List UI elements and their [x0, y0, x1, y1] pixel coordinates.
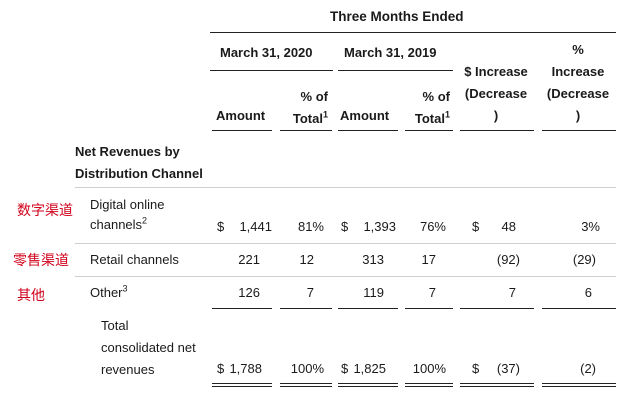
header-pct-of-label: % of	[422, 89, 450, 104]
row-label-digital: Digital online channels2	[90, 195, 164, 235]
rule-total-1	[280, 383, 332, 384]
rule-amount-2019	[338, 130, 398, 131]
cell-pct-2019: 76%	[419, 219, 446, 234]
rule-subtotal	[405, 308, 453, 309]
cell-amt-2020: 1,788	[229, 361, 262, 376]
header-increase-usd-l2: (Decrease	[464, 86, 528, 101]
cell-amt-2019: 1,393	[363, 219, 396, 234]
rule-total-1	[405, 383, 453, 384]
cell-pct-2020: 12	[299, 252, 314, 267]
cell-pct-2019: 17	[421, 252, 436, 267]
header-pct-of-2020: % of Total1	[276, 86, 328, 130]
rule-total-2	[212, 386, 272, 387]
cell-inc-pct: (2)	[580, 361, 596, 376]
cell-currency: $	[217, 361, 225, 376]
header-total-label: Total1	[292, 109, 328, 126]
header-increase-pct-l3: (Decrease	[546, 86, 610, 101]
header-increase-pct: % Increase (Decrease )	[540, 39, 616, 127]
row-label-digital-l1: Digital online	[90, 197, 165, 212]
cell-amt-2020: 221	[238, 252, 260, 267]
cell-inc-usd: (92)	[496, 252, 520, 267]
rule-total-1	[542, 383, 616, 384]
cell-amt-2019: 1,825	[353, 361, 386, 376]
header-pct-of-label: % of	[300, 89, 328, 104]
rule-inc-usd	[460, 130, 534, 131]
cell-amt-2019: 119	[363, 285, 384, 300]
header-period: Three Months Ended	[330, 9, 464, 24]
cell-pct-2020: 100%	[290, 361, 324, 376]
row-divider	[75, 243, 616, 244]
section-title: Net Revenues by Distribution Channel	[75, 141, 203, 185]
section-title-l2: Distribution Channel	[75, 166, 203, 181]
annotation-other: 其他	[17, 287, 45, 303]
cell-currency: $	[472, 361, 480, 376]
rule-subtotal	[542, 308, 616, 309]
rule-amount-2020	[212, 130, 272, 131]
rule-total-2	[460, 386, 534, 387]
cell-amt-2020: 1,441	[239, 219, 272, 234]
rule-total-1	[460, 383, 534, 384]
rule-2019	[338, 70, 453, 71]
cell-inc-pct: 3%	[581, 219, 600, 234]
rule-total-2	[338, 386, 398, 387]
header-total-label: Total1	[414, 109, 450, 126]
row-divider	[75, 276, 616, 277]
section-title-l1: Net Revenues by	[75, 144, 180, 159]
rule-total-2	[280, 386, 332, 387]
rule-subtotal	[280, 308, 332, 309]
row-label-digital-l2: channels2	[90, 215, 148, 232]
rule-total-1	[212, 383, 272, 384]
cell-pct-2019: 7	[428, 285, 436, 300]
header-col-2019: March 31, 2019	[344, 45, 437, 60]
rule-inc-pct	[542, 130, 616, 131]
rule-total-2	[405, 386, 453, 387]
rule-total-1	[338, 383, 398, 384]
rule-pct-2019	[405, 130, 453, 131]
cell-amt-2019: 313	[362, 252, 384, 267]
cell-inc-pct: 6	[584, 285, 592, 300]
cell-inc-usd: 48	[501, 219, 516, 234]
cell-pct-2019: 100%	[412, 361, 446, 376]
total-label-l2: consolidated net	[101, 340, 196, 355]
annotation-digital: 数字渠道	[17, 202, 73, 218]
cell-currency: $	[341, 361, 349, 376]
header-pct-of-2019: % of Total1	[398, 86, 450, 130]
cell-pct-2020: 7	[306, 285, 314, 300]
cell-pct-2020: 81%	[297, 219, 324, 234]
cell-inc-usd: 7	[508, 285, 516, 300]
cell-currency: $	[341, 219, 349, 234]
cell-inc-pct: (29)	[572, 252, 596, 267]
header-increase-pct-l2: Increase	[551, 64, 605, 79]
header-amount-2019: Amount	[340, 108, 390, 123]
row-label-retail: Retail channels	[90, 252, 179, 267]
total-label: Total consolidated net revenues	[101, 315, 196, 381]
rule-period	[210, 32, 616, 33]
cell-amt-2020: 126	[238, 285, 260, 300]
rule-subtotal	[338, 308, 398, 309]
header-col-2020: March 31, 2020	[220, 45, 313, 60]
header-increase-pct-l1: %	[572, 42, 584, 57]
header-increase-usd-l1: $ Increase	[464, 64, 528, 79]
rule-subtotal	[460, 308, 534, 309]
rule-pct-2020	[280, 130, 332, 131]
header-increase-usd-l3: )	[493, 108, 499, 123]
rule-section	[75, 187, 616, 188]
header-increase-usd: $ Increase (Decrease )	[458, 61, 534, 127]
cell-currency: $	[217, 219, 225, 234]
annotation-retail: 零售渠道	[13, 252, 69, 268]
header-increase-pct-l4: )	[575, 108, 581, 123]
header-amount-2020: Amount	[216, 108, 266, 123]
cell-inc-usd: (37)	[496, 361, 520, 376]
rule-subtotal	[212, 308, 272, 309]
rule-2020	[210, 70, 333, 71]
rule-total-2	[542, 386, 616, 387]
row-label-other: Other3	[90, 283, 128, 300]
cell-currency: $	[472, 219, 480, 234]
total-label-l1: Total	[101, 318, 129, 333]
total-label-l3: revenues	[101, 362, 155, 377]
